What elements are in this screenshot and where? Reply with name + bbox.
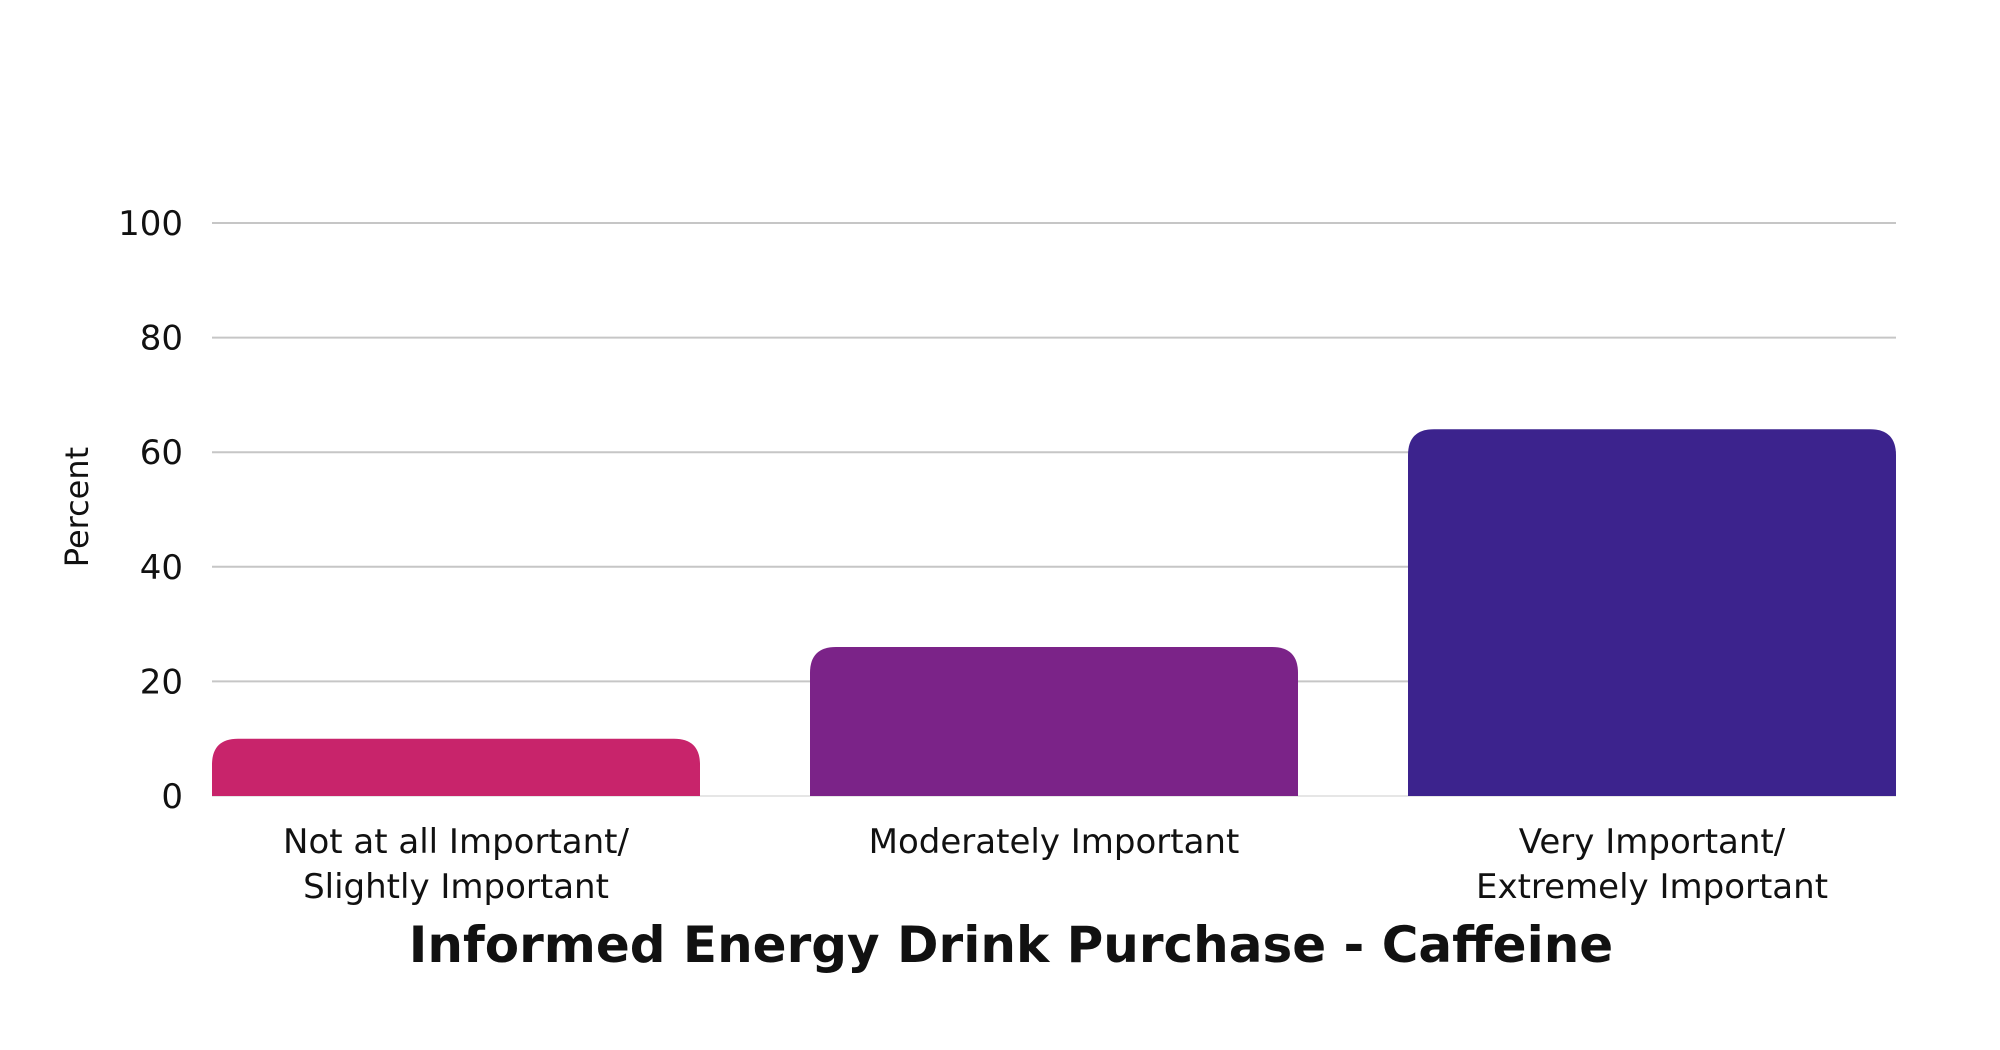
x-category-label: Moderately Important [869,822,1240,862]
x-axis-title: Informed Energy Drink Purchase - Caffein… [409,916,1613,974]
y-tick-label: 0 [161,777,183,817]
bar-3 [1408,429,1896,796]
y-tick-label: 100 [118,204,183,244]
x-category-label: Very Important/Extremely Important [1476,822,1828,907]
x-category-label-line: Not at all Important/ [283,822,629,862]
y-tick-labels: 0 20 40 60 80 100 [118,204,183,817]
bars [212,429,1896,796]
y-tick-label: 80 [140,319,183,359]
x-category-labels: Not at all Important/Slightly Important M… [283,822,1828,907]
bar-2 [810,647,1298,796]
x-category-label-line: Very Important/ [1519,822,1786,862]
bar-1 [212,738,700,796]
y-axis-title: Percent [58,447,96,567]
y-tick-label: 20 [140,662,183,702]
y-tick-label: 40 [140,548,183,588]
x-category-label-line: Slightly Important [303,867,609,907]
x-category-label: Not at all Important/Slightly Important [283,822,629,907]
x-category-label-line: Extremely Important [1476,867,1828,907]
y-tick-label: 60 [140,433,183,473]
x-category-label-line: Moderately Important [869,822,1240,862]
